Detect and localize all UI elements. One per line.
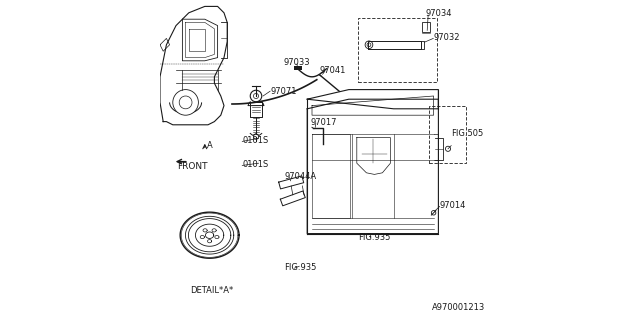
Text: DETAIL*A*: DETAIL*A* xyxy=(189,286,233,295)
Text: A: A xyxy=(207,141,213,150)
Text: FIG.505: FIG.505 xyxy=(451,129,483,138)
Circle shape xyxy=(250,90,262,102)
Circle shape xyxy=(253,93,259,99)
Text: A970001213: A970001213 xyxy=(432,303,485,312)
Text: 0101S: 0101S xyxy=(243,160,269,169)
Text: 97044A: 97044A xyxy=(285,172,317,181)
Text: 97032: 97032 xyxy=(434,33,460,42)
Circle shape xyxy=(253,134,259,139)
Text: 97071: 97071 xyxy=(270,87,297,96)
Circle shape xyxy=(179,96,192,109)
Text: FIG.935: FIG.935 xyxy=(358,233,391,242)
Circle shape xyxy=(367,43,371,47)
Circle shape xyxy=(431,211,436,215)
Circle shape xyxy=(365,41,372,49)
Text: FRONT: FRONT xyxy=(178,162,208,171)
Bar xyxy=(422,22,430,32)
Text: 97041: 97041 xyxy=(320,66,346,75)
Circle shape xyxy=(445,146,451,151)
Text: 97034: 97034 xyxy=(426,9,452,18)
Text: 97033: 97033 xyxy=(283,58,310,67)
Circle shape xyxy=(173,90,198,115)
Text: FIG.935: FIG.935 xyxy=(284,263,317,272)
Text: 0101S: 0101S xyxy=(243,136,269,145)
Text: 97017: 97017 xyxy=(310,118,337,127)
Bar xyxy=(429,106,466,163)
Bar xyxy=(358,18,436,82)
Text: 97014: 97014 xyxy=(440,201,467,210)
